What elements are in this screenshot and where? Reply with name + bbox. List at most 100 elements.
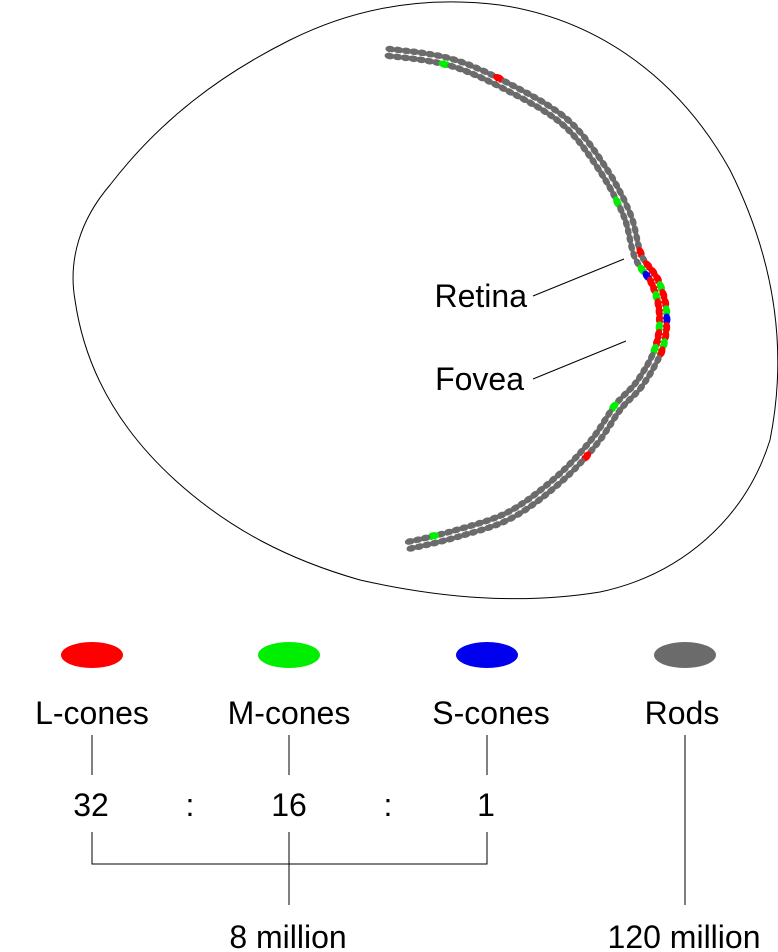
rod-cell (408, 55, 419, 63)
rod-cell (385, 45, 396, 53)
ratio-separator-1: : (186, 787, 195, 823)
rod-cell (417, 49, 428, 57)
rod-cell (506, 514, 517, 522)
rod-cell (605, 409, 613, 419)
rod-cell (425, 50, 436, 58)
rod-cell (476, 526, 487, 534)
rod-cell (611, 412, 619, 422)
rod-cell (400, 54, 411, 62)
rod-cell (489, 514, 499, 522)
rod-cell (406, 544, 417, 552)
rod-total-label: 120 million (608, 919, 761, 952)
rod-cell (589, 156, 598, 166)
rod-cell (459, 524, 469, 532)
rod-cell (469, 70, 479, 79)
rod-cell (393, 46, 404, 54)
cone-total-bracket (91, 832, 488, 905)
rod-cell (456, 58, 467, 66)
rod-cell (612, 180, 621, 190)
rod-cell (409, 48, 420, 56)
rod-cell (501, 78, 511, 86)
rod-cell (602, 176, 611, 186)
m-cone-cell (427, 532, 440, 541)
rod-cell (571, 464, 580, 473)
rod-cell (412, 536, 423, 544)
rod-cell (641, 376, 650, 386)
rod-cell (521, 505, 531, 514)
rod-cell (631, 389, 640, 399)
s-cone-swatch (456, 642, 518, 668)
rod-cell (595, 152, 604, 162)
rod-cell (449, 56, 459, 64)
rod-cell (542, 480, 552, 489)
rod-cell (559, 475, 569, 484)
rod-cell (536, 97, 546, 105)
rod-cell (629, 217, 637, 227)
cone-total-label: 8 million (229, 919, 346, 952)
rod-cell (514, 510, 524, 518)
rod-cell (445, 535, 456, 543)
rod-cell (384, 52, 395, 60)
s-cones-label: S-cones (432, 695, 549, 731)
ratio-separator-2: : (384, 787, 393, 823)
s-cone-ratio: 1 (477, 787, 495, 823)
rod-cell (498, 84, 508, 92)
rod-cell (540, 491, 550, 500)
rod-cell (414, 543, 425, 551)
m-cone-swatch (258, 642, 320, 668)
rod-cell (626, 234, 634, 245)
rod-cell (401, 47, 412, 55)
rod-cell (512, 91, 522, 100)
rod-cell (617, 204, 625, 215)
rod-cell (608, 173, 617, 183)
rod-cell (604, 166, 612, 176)
rod-cell (623, 201, 631, 212)
rod-cell (557, 110, 567, 119)
retina-cell-layer (384, 45, 671, 552)
rod-cell (592, 439, 601, 449)
rod-cell (453, 533, 464, 541)
rod-cell (590, 146, 599, 156)
rod-cell (648, 351, 656, 362)
rod-cell (522, 89, 532, 97)
rods-label: Rods (645, 695, 720, 731)
rod-cell (484, 523, 494, 532)
rod-cell (429, 539, 440, 547)
rod-cell (580, 133, 589, 143)
rod-cell (464, 61, 475, 69)
retina-label: Retina (435, 278, 528, 314)
rod-cell (526, 99, 536, 107)
rod-swatch (654, 642, 716, 668)
rod-cell (422, 541, 432, 549)
rod-cell (606, 419, 615, 429)
eyeball-outline (72, 1, 778, 600)
rod-cell (468, 528, 479, 536)
rod-cell (527, 501, 537, 510)
rod-cell (515, 85, 525, 94)
rod-cell (476, 74, 487, 82)
rod-cell (654, 354, 662, 365)
retina-pointer-line (532, 258, 625, 297)
rod-cell (599, 159, 608, 169)
rod-cell (479, 67, 490, 75)
rod-cell (499, 518, 509, 526)
rod-cell (646, 369, 654, 379)
retina-band-centerline (385, 51, 664, 547)
s-cone-cell (662, 313, 671, 326)
rod-cell (491, 521, 502, 529)
rod-cell (424, 57, 435, 65)
rod-cell (420, 534, 431, 542)
rod-cell (626, 209, 634, 219)
rod-cell (620, 194, 628, 204)
rod-cell (585, 139, 594, 149)
rod-cell (466, 522, 477, 530)
l-cone-ratio: 32 (73, 787, 109, 823)
rod-cell (490, 80, 501, 89)
rod-cell (622, 218, 630, 229)
rod-cell (550, 105, 560, 114)
rod-cell (433, 52, 444, 59)
rod-cell (628, 242, 636, 253)
rod-cell (496, 511, 507, 519)
rod-cell (404, 538, 415, 545)
